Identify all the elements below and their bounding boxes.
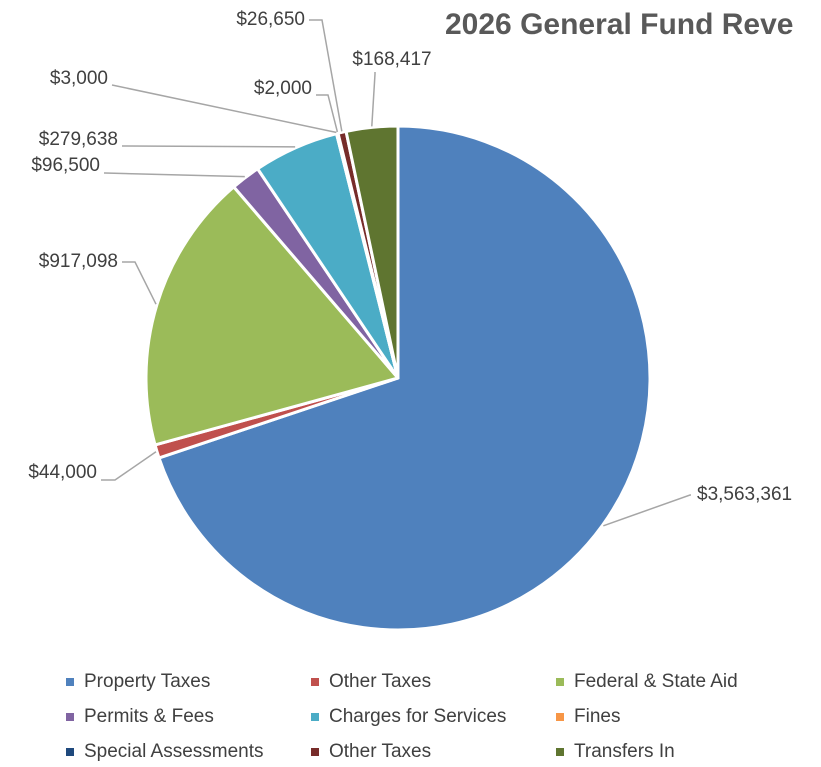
data-label: $917,098: [39, 251, 118, 272]
legend-swatch: [311, 748, 319, 756]
data-label: $44,000: [28, 462, 97, 483]
data-label: $168,417: [352, 49, 431, 70]
legend-swatch: [556, 748, 564, 756]
leader-line: [309, 19, 343, 132]
legend-label: Property Taxes: [84, 671, 210, 692]
legend-label: Other Taxes: [329, 741, 431, 762]
legend-label: Transfers In: [574, 741, 675, 762]
legend-swatch: [311, 678, 319, 686]
chart-title: 2026 General Fund Reve: [445, 8, 794, 41]
legend-swatch: [556, 713, 564, 721]
leader-line: [371, 72, 376, 127]
data-label: $3,563,361: [697, 484, 792, 505]
legend-label: Federal & State Aid: [574, 671, 738, 692]
data-label: $3,000: [50, 68, 108, 89]
legend-swatch: [311, 713, 319, 721]
pie-slice: [157, 124, 652, 632]
leader-line: [122, 145, 296, 148]
leader-line: [122, 261, 157, 305]
leader-line: [104, 172, 245, 178]
leader-line: [111, 84, 337, 134]
data-label: $96,500: [31, 155, 100, 176]
legend-swatch: [66, 713, 74, 721]
data-label: $279,638: [39, 129, 118, 150]
legend-label: Permits & Fees: [84, 706, 214, 727]
leader-line: [603, 494, 691, 527]
pie-slice: [144, 185, 400, 447]
legend-swatch: [66, 748, 74, 756]
legend-label: Charges for Services: [329, 706, 506, 727]
legend-swatch: [556, 678, 564, 686]
pie-slice: [344, 124, 400, 380]
legend-label: Special Assessments: [84, 741, 264, 762]
data-label: $26,650: [236, 9, 305, 30]
legend-label: Fines: [574, 706, 620, 727]
leader-line: [316, 94, 339, 133]
leader-line: [101, 451, 157, 481]
data-label: $2,000: [254, 78, 312, 99]
legend-swatch: [66, 678, 74, 686]
legend-label: Other Taxes: [329, 671, 431, 692]
